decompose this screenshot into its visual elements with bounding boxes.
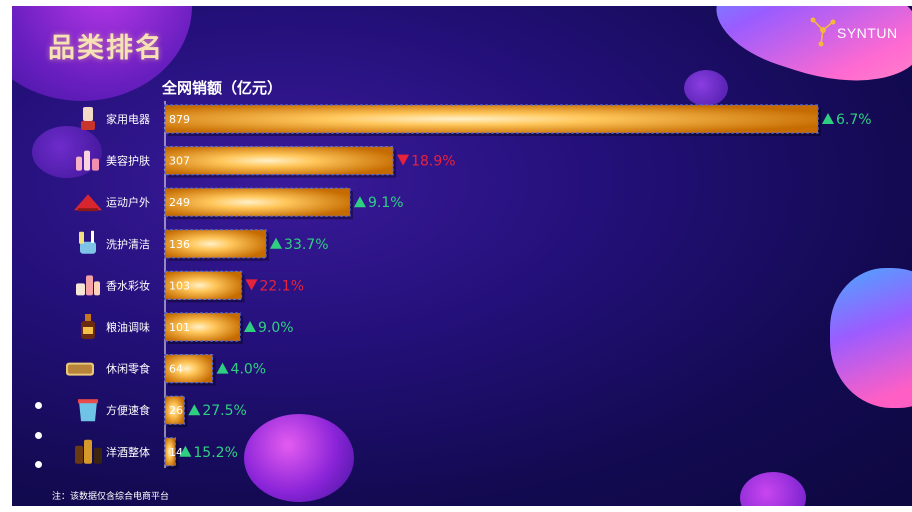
change-label: 9.1% xyxy=(368,195,404,211)
value-label: 307 xyxy=(169,155,190,168)
blender-icon xyxy=(81,107,95,130)
category-label: 香水彩妆 xyxy=(106,279,150,292)
decorative-blob xyxy=(244,414,354,502)
change-label: 6.7% xyxy=(836,112,872,128)
bar xyxy=(164,146,394,176)
perfume-makeup-icon xyxy=(76,275,100,296)
cosmetics-bottles-icon xyxy=(76,150,99,171)
bar xyxy=(164,354,214,384)
up-arrow-icon xyxy=(179,445,192,457)
value-label: 879 xyxy=(169,113,190,126)
value-label: 103 xyxy=(169,279,190,292)
up-arrow-icon xyxy=(244,321,257,332)
footnote: 注：该数据仅含综合电商平台 xyxy=(52,492,170,502)
up-arrow-icon xyxy=(353,196,366,208)
up-arrow-icon xyxy=(188,404,201,416)
category-label: 方便速食 xyxy=(106,403,150,417)
category-label: 洋酒整体 xyxy=(106,445,150,459)
bar xyxy=(164,312,241,342)
category-label: 休闲零食 xyxy=(106,362,150,376)
category-label: 家用电器 xyxy=(106,112,150,126)
liquor-bottles-icon xyxy=(75,439,102,464)
bar xyxy=(164,395,185,425)
bar xyxy=(164,187,351,217)
category-label: 运动户外 xyxy=(106,195,150,209)
value-label: 26 xyxy=(169,404,183,417)
change-label: 18.9% xyxy=(411,154,455,170)
soy-sauce-bottle-icon xyxy=(81,314,95,339)
change-label: 15.2% xyxy=(193,445,237,461)
bar xyxy=(164,270,243,300)
bar-chart: 全网销额（亿元） 家用电器 879 6.7% 美容护肤 307 18.9% 运动户外 249 9… xyxy=(66,79,872,469)
y-axis-title: 全网销额（亿元） xyxy=(161,79,282,97)
syntun-logo: SYNTUN xyxy=(807,14,907,50)
category-label: 美容护肤 xyxy=(106,154,150,168)
value-label: 101 xyxy=(169,321,190,334)
category-label: 粮油调味 xyxy=(106,320,150,334)
decorative-dot xyxy=(35,432,42,439)
bar xyxy=(164,104,819,134)
value-label: 64 xyxy=(169,363,183,376)
decorative-dot xyxy=(35,461,42,468)
change-label: 9.0% xyxy=(258,320,294,336)
category-label: 洗护清洁 xyxy=(106,237,150,251)
decorative-dot xyxy=(35,402,42,409)
instant-noodle-cup-icon xyxy=(78,399,98,422)
value-label: 14 xyxy=(169,446,183,459)
value-label: 249 xyxy=(169,196,190,209)
snack-box-icon xyxy=(66,362,94,376)
decorative-blob xyxy=(32,126,102,178)
outdoor-gear-icon xyxy=(74,194,102,212)
bar xyxy=(164,229,267,259)
up-arrow-icon xyxy=(270,237,283,249)
page-title: 品类排名 xyxy=(48,33,164,64)
decorative-blob xyxy=(740,472,806,506)
logo-text: SYNTUN xyxy=(837,25,898,41)
change-label: 22.1% xyxy=(260,278,304,294)
up-arrow-icon xyxy=(822,113,834,124)
change-label: 4.0% xyxy=(231,362,267,378)
decorative-blob xyxy=(684,70,728,106)
down-arrow-icon xyxy=(397,154,410,166)
down-arrow-icon xyxy=(245,279,258,291)
change-label: 33.7% xyxy=(284,237,328,253)
bar xyxy=(164,437,177,467)
logo-network-icon xyxy=(810,17,836,47)
cleaning-supplies-icon xyxy=(79,230,96,254)
value-label: 136 xyxy=(169,238,190,251)
up-arrow-icon xyxy=(216,362,229,374)
slide-canvas: 品类排名 SYNTUN 全网销额（亿元） 家用电器 879 6.7% 美容护肤 307 1… xyxy=(12,6,912,506)
change-label: 27.5% xyxy=(202,403,246,419)
